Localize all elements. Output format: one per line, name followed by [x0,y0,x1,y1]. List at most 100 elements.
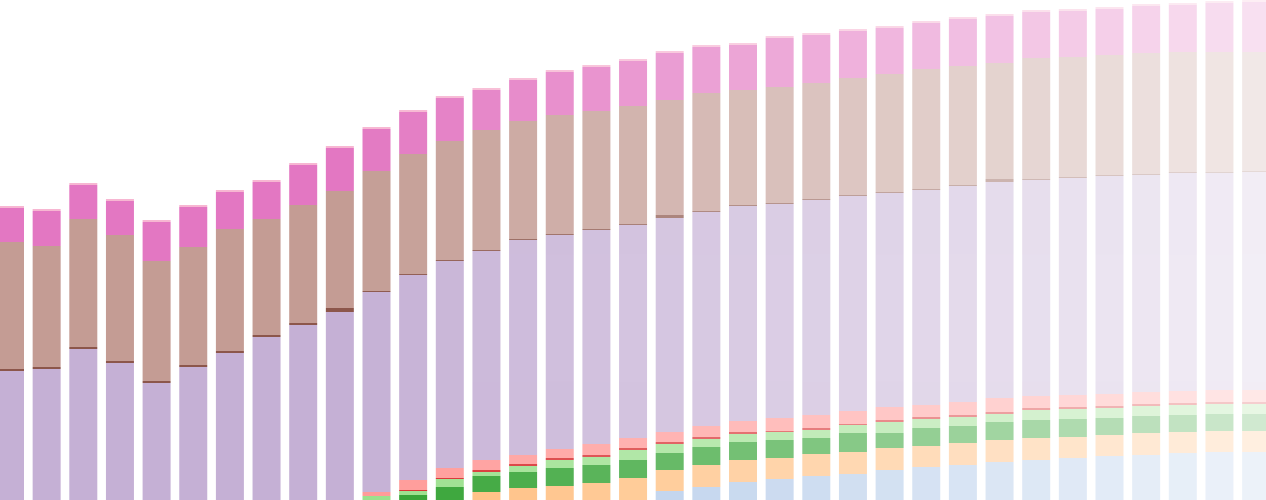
bar-segment [435,478,464,479]
bar-segment [1022,410,1051,420]
bar-segment [582,65,611,67]
bar-segment [1242,52,1266,171]
bar-segment [472,251,501,460]
bar-segment [692,439,721,447]
bar-segment [215,192,244,229]
bar-segment [1168,173,1197,391]
bar-segment [729,432,757,434]
bar-segment [435,261,464,468]
bar-stack [985,14,1014,500]
bar-segment [619,478,648,500]
bar-segment [509,239,538,240]
bar-segment [1022,408,1051,410]
bar-segment [1095,408,1124,418]
bar-segment [142,220,171,222]
bar-segment [32,367,61,369]
bar-segment [252,335,281,337]
bar-segment [985,440,1014,462]
bar-segment [1132,404,1161,406]
bar-segment [1205,173,1234,390]
bar-segment [1058,407,1087,409]
bar-segment [802,35,831,83]
bar-stack [802,33,831,500]
bar-segment [582,483,611,500]
bar-segment [1242,402,1266,404]
bar-segment [399,274,428,275]
bar-stack [509,78,538,500]
bar-segment [509,466,538,472]
bar-segment [1058,11,1087,57]
bar-stack [105,199,134,500]
bar-segment [1242,390,1266,402]
bar-segment [69,183,98,185]
bar-segment [362,291,391,292]
bar-segment [729,90,757,205]
bar-segment [215,351,244,353]
bar-segment [32,369,61,500]
bar-stack [1022,10,1051,500]
bar-segment [1205,390,1234,402]
bar-segment [802,454,831,476]
bar-segment [1095,394,1124,406]
bar-segment [545,449,574,458]
bar-segment [655,53,684,100]
bar-segment [619,438,648,448]
bar-segment [399,110,428,112]
bar-segment [765,431,794,432]
bar-segment [692,437,721,439]
bar-segment [179,365,208,367]
bar-segment [32,211,61,246]
bar-segment [1168,3,1197,5]
bar-segment [985,412,1014,414]
bar-segment [69,349,98,500]
bar-segment [1132,416,1161,433]
bar-segment [692,45,721,47]
bar-stack [838,29,867,500]
bar-segment [838,29,867,31]
bar-segment [1205,172,1234,173]
bar-segment [582,111,611,229]
bar-stack [179,205,208,500]
bar-segment [545,72,574,115]
bar-segment [655,218,684,432]
bar-segment [545,70,574,72]
bar-segment [582,230,611,444]
bar-segment [692,212,721,426]
bar-stack [1095,7,1124,500]
bar-segment [1132,175,1161,392]
bar-segment [1168,5,1197,52]
bar-segment [729,460,757,482]
bar-segment [325,191,354,308]
bar-segment [1205,402,1234,404]
bar-segment [875,448,904,470]
bar-segment [435,260,464,261]
bar-segment [142,381,171,383]
bar-segment [1168,405,1197,415]
bar-segment [1205,3,1234,52]
bar-segment [838,195,867,196]
bar-segment [765,204,794,418]
bar-segment [105,361,134,363]
bar-segment [1022,396,1051,408]
bar-segment [765,203,794,204]
bar-segment [838,411,867,424]
bar-segment [765,38,794,87]
bar-segment [948,426,977,443]
bar-segment [1058,57,1087,177]
bar-segment [179,205,208,207]
bar-segment [69,219,98,347]
bar-segment [1022,12,1051,58]
bar-segment [1058,419,1087,437]
bar-segment [875,470,904,500]
bar-stack [435,96,464,500]
bar-segment [802,415,831,428]
bar-segment [875,407,904,420]
bar-segment [362,292,391,492]
bar-segment [1095,9,1124,55]
bar-segment [545,115,574,234]
bar-segment [1022,420,1051,438]
bar-segment [545,234,574,235]
bar-segment [435,487,464,500]
bar-segment [399,275,428,480]
